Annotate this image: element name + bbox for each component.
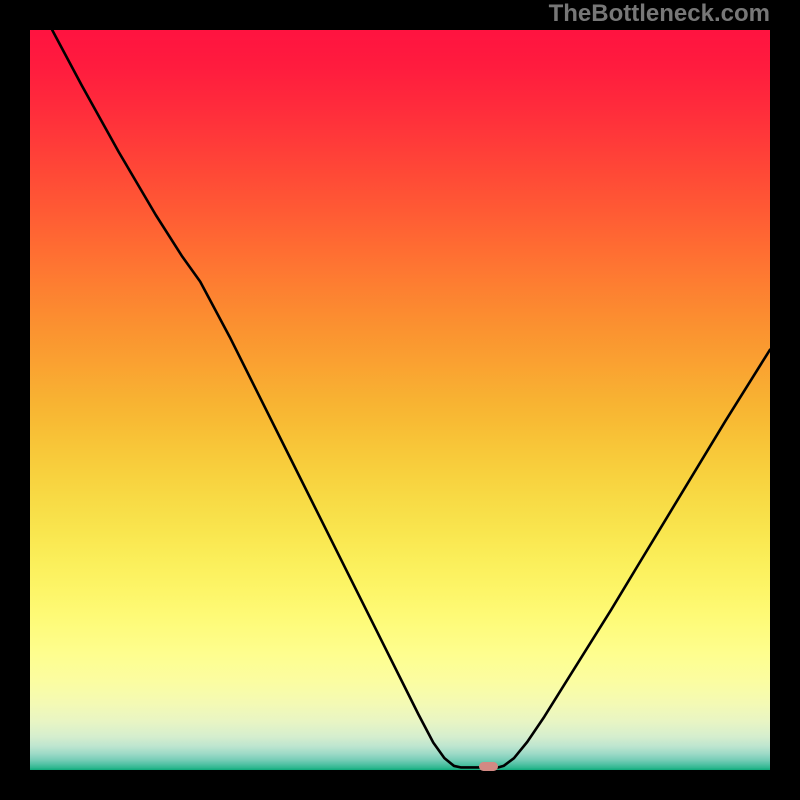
bottleneck-curve xyxy=(52,30,770,767)
plot-area xyxy=(30,30,770,770)
min-marker xyxy=(479,762,498,772)
chart-container: { "attribution": { "text": "TheBottlenec… xyxy=(0,0,800,800)
attribution-watermark: TheBottleneck.com xyxy=(549,0,770,26)
curve-svg xyxy=(30,30,770,770)
